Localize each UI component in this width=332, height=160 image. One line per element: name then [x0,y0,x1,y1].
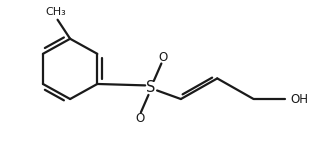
Text: O: O [135,112,144,125]
Text: OH: OH [290,92,308,106]
Text: S: S [146,80,156,95]
Text: CH₃: CH₃ [45,7,66,17]
Text: O: O [158,51,167,64]
